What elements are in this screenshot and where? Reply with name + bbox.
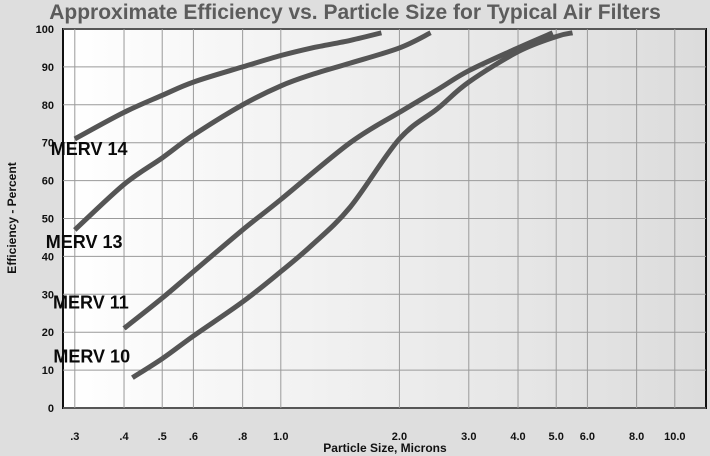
x-tick-label: .3 [70,431,79,443]
series-line-merv-14 [73,30,383,142]
y-axis-label: Efficiency - Percent [5,162,19,273]
series-line-merv-13 [73,30,432,232]
x-tick-label: 6.0 [580,431,595,443]
y-tick-label: 40 [42,251,54,263]
chart-title: Approximate Efficiency vs. Particle Size… [49,1,661,24]
series-label-merv-11: MERV 11 [53,292,129,312]
y-tick-label: 70 [42,138,54,150]
series-label-merv-13: MERV 13 [46,232,123,252]
x-tick-label: 3.0 [461,431,476,443]
series-label-merv-10: MERV 10 [53,347,130,367]
y-tick-label: 0 [48,403,54,415]
y-tick-label: 50 [42,214,54,226]
y-tick-labels: 0 10 20 30 40 50 60 70 80 90 100 [36,24,54,415]
y-tick-label: 90 [42,62,54,74]
y-tick-label: 30 [42,289,54,301]
x-tick-label: 2.0 [392,431,407,443]
series-label-merv-14: MERV 14 [51,139,128,159]
x-tick-label: 8.0 [629,431,644,443]
x-tick-label: 1.0 [273,431,288,443]
y-tick-label: 80 [42,100,54,112]
x-tick-label: .4 [119,431,129,443]
grid [63,28,706,409]
x-axis-label: Particle Size, Microns [323,441,447,455]
x-tick-label: .6 [189,431,198,443]
y-tick-label: 10 [42,365,54,377]
y-tick-label: 60 [42,176,54,188]
series-labels: MERV 14 MERV 13 MERV 11 MERV 10 [46,139,130,367]
x-tick-label: .5 [158,431,167,443]
x-tick-label: .8 [238,431,247,443]
y-tick-label: 20 [42,327,54,339]
x-tick-label: 4.0 [510,431,525,443]
x-tick-label: 5.0 [549,431,564,443]
x-tick-labels: .3 .4 .5 .6 .8 1.0 2.0 3.0 4.0 5.0 6.0 8.0 10.0 [70,431,685,443]
x-tick-label: 10.0 [664,431,685,443]
y-tick-label: 100 [36,24,54,36]
series-lines [73,30,574,380]
series-line-merv-11 [122,30,554,331]
series-line-merv-10 [131,30,574,380]
